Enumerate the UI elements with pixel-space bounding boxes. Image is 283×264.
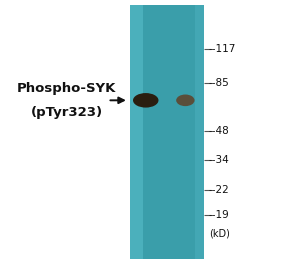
Text: --48: --48 (208, 126, 229, 136)
Bar (130, 5, 143, 259)
Text: --117: --117 (208, 44, 235, 54)
Text: (kD): (kD) (209, 229, 230, 239)
Text: --85: --85 (208, 78, 229, 88)
Ellipse shape (176, 95, 195, 106)
Bar (130, 5, 204, 259)
Bar (195, 5, 204, 259)
Text: --19: --19 (208, 210, 229, 220)
Text: Phospho-SYK: Phospho-SYK (17, 82, 116, 95)
Text: --34: --34 (208, 155, 229, 165)
Ellipse shape (133, 93, 158, 108)
Text: --22: --22 (208, 185, 229, 195)
Text: (pTyr323): (pTyr323) (31, 106, 102, 119)
